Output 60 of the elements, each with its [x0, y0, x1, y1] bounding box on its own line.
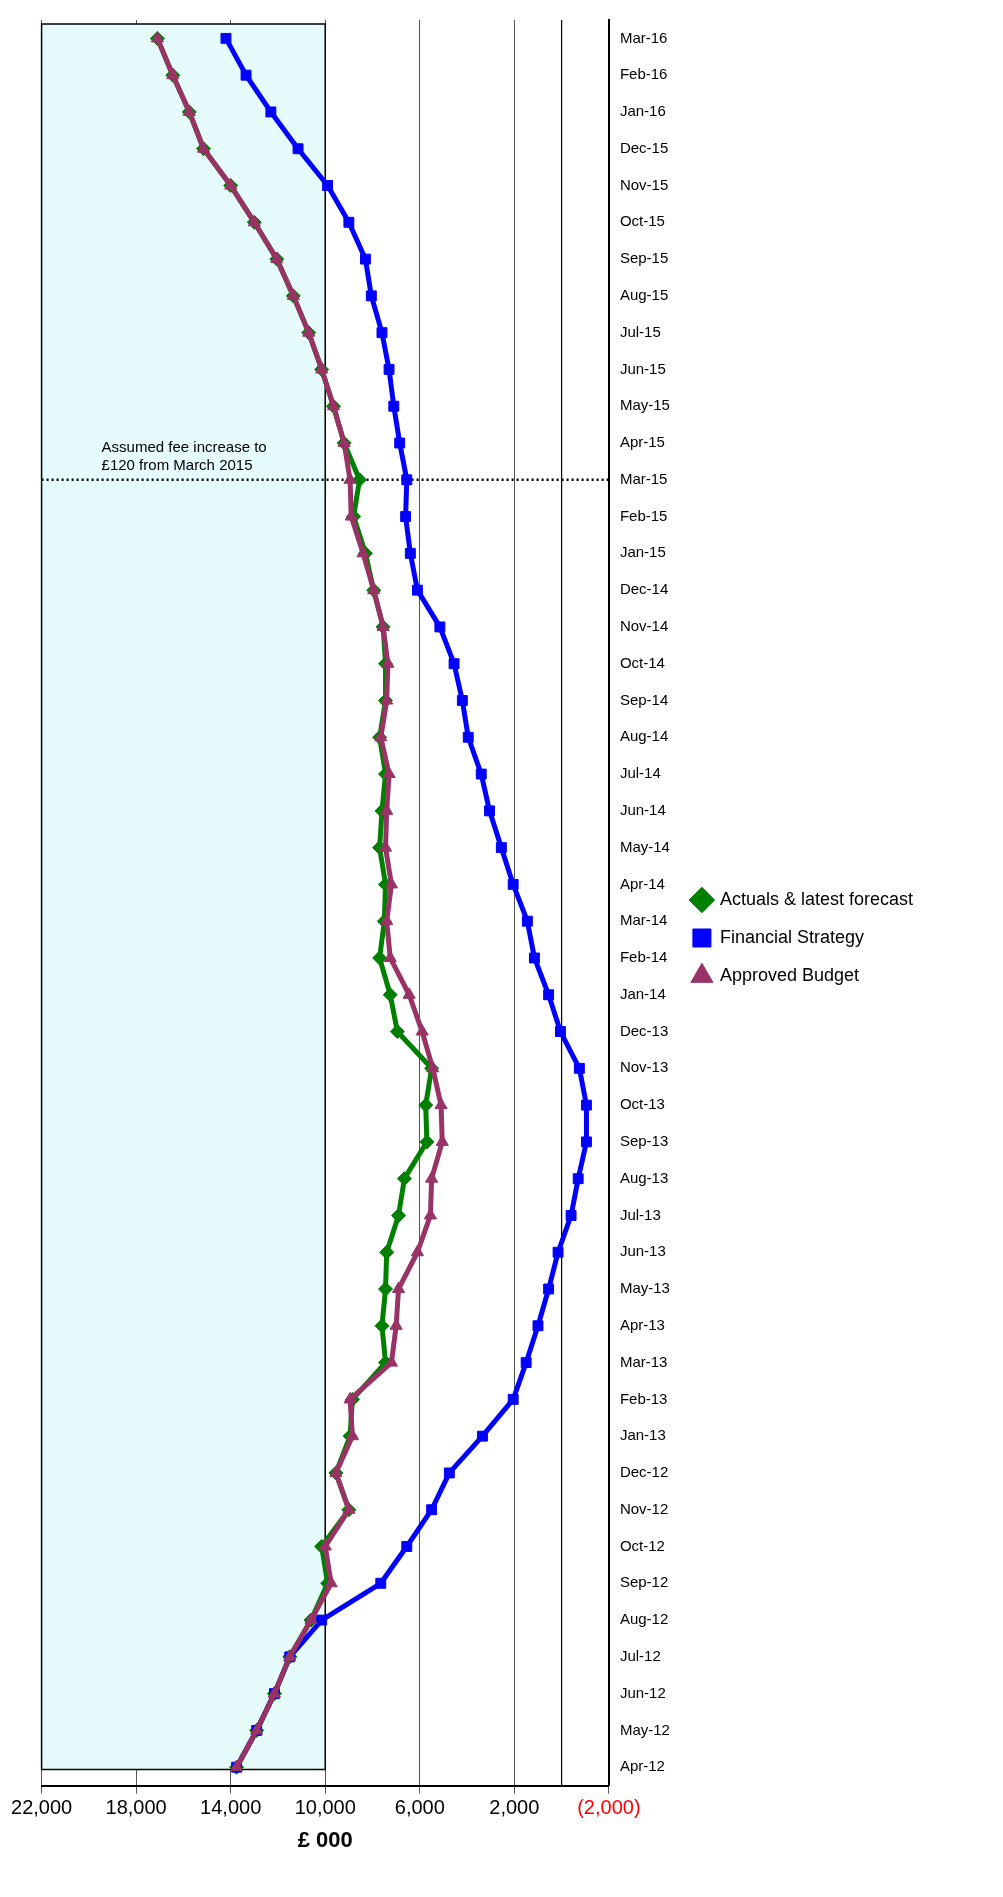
y-tick-label: Dec-15 — [619, 138, 669, 156]
y-tick-label: Feb-15 — [619, 506, 668, 524]
y-tick-label: Apr-13 — [619, 1315, 665, 1333]
y-tick-label: Jun-15 — [619, 359, 666, 377]
y-tick-label: Mar-15 — [619, 469, 668, 487]
y-tick-label: May-13 — [619, 1279, 670, 1297]
y-tick-label: Apr-14 — [619, 874, 665, 892]
y-tick-label: Oct-13 — [619, 1095, 665, 1113]
y-tick-label: Jun-12 — [619, 1683, 666, 1701]
y-tick-label: Jul-12 — [619, 1647, 661, 1664]
y-tick-label: Sep-13 — [619, 1132, 669, 1150]
y-tick-label: Nov-15 — [619, 175, 669, 193]
y-tick-label: Jun-13 — [619, 1242, 666, 1260]
y-tick-label: Mar-14 — [619, 911, 668, 929]
x-tick-label: 6,000 — [394, 1796, 445, 1819]
y-tick-label: Oct-15 — [619, 212, 665, 230]
y-tick-label: Dec-12 — [619, 1463, 669, 1481]
y-tick-label: Aug-15 — [619, 286, 669, 304]
y-tick-label: Jan-16 — [619, 102, 666, 120]
y-tick-label: Nov-13 — [619, 1058, 669, 1076]
y-tick-label: Jan-14 — [619, 984, 666, 1002]
x-tick-label: 10,000 — [294, 1796, 356, 1819]
y-tick-label: Jul-14 — [619, 764, 661, 782]
y-tick-label: Feb-14 — [619, 948, 668, 966]
ref-line-label: Assumed fee increase to £120 from March 2015 — [101, 437, 267, 473]
y-tick-label: Feb-16 — [619, 65, 668, 83]
y-tick-label: Dec-14 — [619, 580, 669, 598]
x-tick-label: 22,000 — [11, 1796, 73, 1819]
x-tick-label: 18,000 — [105, 1796, 167, 1819]
y-tick-label: Nov-12 — [619, 1499, 669, 1517]
y-tick-label: Mar-16 — [619, 28, 668, 46]
y-tick-label: Dec-13 — [619, 1021, 669, 1039]
y-tick-label: May-12 — [619, 1720, 670, 1738]
y-tick-label: Apr-12 — [619, 1757, 665, 1775]
y-tick-label: Feb-13 — [619, 1389, 668, 1407]
y-tick-label: Sep-14 — [619, 690, 669, 708]
y-tick-label: Nov-14 — [619, 617, 669, 635]
x-tick-label: (2,000) — [577, 1796, 641, 1819]
y-tick-label: Jul-15 — [619, 322, 661, 340]
y-tick-label: Aug-14 — [619, 727, 669, 745]
y-tick-label: Jan-13 — [619, 1426, 666, 1444]
y-tick-label: Aug-12 — [619, 1610, 669, 1628]
y-tick-label: May-15 — [619, 396, 670, 414]
y-tick-label: Jan-15 — [619, 543, 666, 561]
x-tick-label: 2,000 — [489, 1796, 540, 1819]
y-tick-label: Oct-12 — [619, 1536, 665, 1554]
x-axis-title: £ 000 — [297, 1826, 353, 1852]
y-tick-label: Jul-13 — [619, 1205, 661, 1223]
y-tick-label: Oct-14 — [619, 653, 665, 671]
y-tick-label: May-14 — [619, 837, 670, 855]
y-tick-label: Mar-13 — [619, 1352, 668, 1370]
legend-label: Actuals & latest forecast — [719, 888, 914, 909]
y-tick-label: Apr-15 — [619, 433, 665, 451]
x-tick-label: 14,000 — [200, 1796, 262, 1819]
legend-label: Financial Strategy — [719, 926, 864, 947]
y-tick-label: Sep-12 — [619, 1573, 669, 1591]
y-tick-label: Sep-15 — [619, 249, 669, 267]
y-tick-label: Aug-13 — [619, 1168, 669, 1186]
y-tick-label: Jun-14 — [619, 800, 666, 818]
legend-label: Approved Budget — [719, 964, 860, 985]
